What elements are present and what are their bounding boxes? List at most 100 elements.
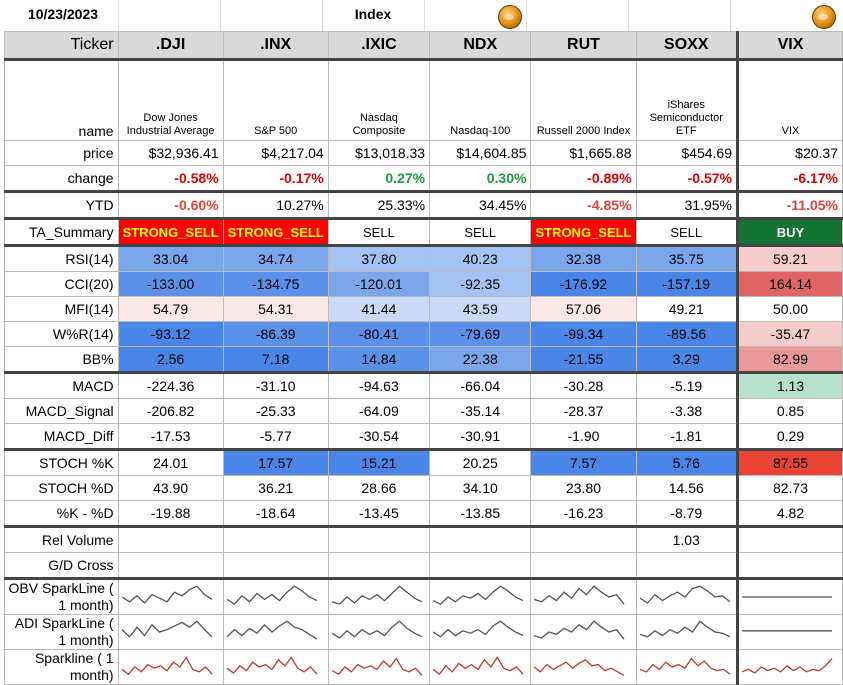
cell-price[interactable]: [736, 649, 843, 685]
cell-cci[interactable]: -176.92: [530, 271, 637, 297]
cell-bb[interactable]: 14.84: [327, 346, 431, 374]
row-label-cci[interactable]: CCI(20): [4, 271, 119, 297]
cell-change[interactable]: 0.27%: [327, 165, 431, 193]
row-label-gd[interactable]: G/D Cross: [4, 552, 119, 580]
row-label-name[interactable]: name: [4, 59, 119, 141]
cell-relvol[interactable]: [429, 526, 532, 553]
cell-macd_diff[interactable]: -5.77: [222, 423, 329, 451]
row-label-wr[interactable]: W%R(14): [4, 321, 119, 347]
row-label-ytd[interactable]: YTD: [4, 191, 119, 220]
cell-mfi[interactable]: 50.00: [736, 296, 843, 322]
cell-wr[interactable]: -35.47: [736, 321, 843, 347]
cell-stochk[interactable]: 87.55: [736, 449, 843, 476]
cell-price[interactable]: $1,665.88: [530, 140, 637, 166]
cell-ytd[interactable]: 31.95%: [635, 191, 739, 220]
cell-bb[interactable]: 22.38: [429, 346, 532, 374]
row-label-ta[interactable]: TA_Summary: [4, 218, 119, 247]
row-label-mfi[interactable]: MFI(14): [4, 296, 119, 322]
cell-kd[interactable]: -19.88: [117, 500, 224, 528]
cell-stochd[interactable]: 36.21: [222, 475, 329, 501]
cell-kd[interactable]: -18.64: [222, 500, 329, 528]
cell-name[interactable]: VIX: [736, 59, 843, 141]
cell-kd[interactable]: -16.23: [530, 500, 637, 528]
cell-bb[interactable]: 2.56: [117, 346, 224, 374]
cell-rsi[interactable]: 59.21: [736, 245, 843, 272]
cell-macd_signal[interactable]: -3.38: [635, 398, 739, 424]
cell-kd[interactable]: 4.82: [736, 500, 843, 528]
cell-ytd[interactable]: 25.33%: [327, 191, 431, 220]
cell-stochk[interactable]: 20.25: [429, 449, 532, 476]
cell-stochk[interactable]: 5.76: [635, 449, 739, 476]
cell-rsi[interactable]: 40.23: [429, 245, 532, 272]
cell-macd_diff[interactable]: -30.54: [327, 423, 431, 451]
row-label-stochd[interactable]: STOCH %D: [4, 475, 119, 501]
cell-bb[interactable]: 82.99: [736, 346, 843, 374]
row-label-macd[interactable]: MACD: [4, 372, 119, 399]
cell-macd[interactable]: 1.13: [736, 372, 843, 399]
cell-stochk[interactable]: 17.57: [222, 449, 329, 476]
row-label-price[interactable]: price: [4, 140, 119, 166]
cell-change[interactable]: -0.57%: [635, 165, 739, 193]
cell-stochd[interactable]: 28.66: [327, 475, 431, 501]
cell-stochk[interactable]: 24.01: [117, 449, 224, 476]
cell-price[interactable]: [117, 649, 224, 685]
cell-ytd[interactable]: -4.85%: [530, 191, 637, 220]
cell-ytd[interactable]: -0.60%: [117, 191, 224, 220]
cell-macd[interactable]: -224.36: [117, 372, 224, 399]
row-label-rsi[interactable]: RSI(14): [4, 245, 119, 272]
cell-name[interactable]: Russell 2000 Index: [530, 59, 637, 141]
cell-macd_signal[interactable]: -35.14: [429, 398, 532, 424]
cell-relvol[interactable]: [222, 526, 329, 553]
cell-adi[interactable]: [429, 614, 532, 650]
cell-price[interactable]: [222, 649, 329, 685]
cell-rsi[interactable]: 32.38: [530, 245, 637, 272]
cell-cci[interactable]: -92.35: [429, 271, 532, 297]
cell-macd_diff[interactable]: -17.53: [117, 423, 224, 451]
cell-rsi[interactable]: 37.80: [327, 245, 431, 272]
cell-ta[interactable]: SELL: [635, 218, 739, 247]
cell-mfi[interactable]: 54.79: [117, 296, 224, 322]
cell-price[interactable]: $454.69: [635, 140, 739, 166]
cell-adi[interactable]: [117, 614, 224, 650]
row-label-stochk[interactable]: STOCH %K: [4, 449, 119, 476]
cell-stochk[interactable]: 15.21: [327, 449, 431, 476]
cell-ta[interactable]: STRONG_SELL: [222, 218, 329, 247]
row-label-relvol[interactable]: Rel Volume: [4, 526, 119, 553]
cell-price[interactable]: [530, 649, 637, 685]
cell-cci[interactable]: -134.75: [222, 271, 329, 297]
cell-gd[interactable]: [117, 552, 224, 580]
cell-obv[interactable]: [117, 578, 224, 615]
cell-gd[interactable]: [736, 552, 843, 580]
cell-obv[interactable]: [429, 578, 532, 615]
cell-ticker[interactable]: .IXIC: [327, 31, 431, 61]
cell-rsi[interactable]: 35.75: [635, 245, 739, 272]
cell-stochd[interactable]: 82.73: [736, 475, 843, 501]
cell-mfi[interactable]: 54.31: [222, 296, 329, 322]
cell-price[interactable]: $20.37: [736, 140, 843, 166]
cell-macd_diff[interactable]: -30.91: [429, 423, 532, 451]
cell-obv[interactable]: [530, 578, 637, 615]
cell-ticker[interactable]: .DJI: [117, 31, 224, 61]
cell-adi[interactable]: [327, 614, 431, 650]
cell-ticker[interactable]: SOXX: [635, 31, 739, 61]
cell-kd[interactable]: -8.79: [635, 500, 739, 528]
cell-mfi[interactable]: 49.21: [635, 296, 739, 322]
cell-macd[interactable]: -30.28: [530, 372, 637, 399]
cell-change[interactable]: -0.89%: [530, 165, 637, 193]
cell-name[interactable]: Nasdaq-100: [429, 59, 532, 141]
cell-name[interactable]: S&P 500: [222, 59, 329, 141]
cell-relvol[interactable]: [530, 526, 637, 553]
cell-obv[interactable]: [736, 578, 843, 615]
cell-name[interactable]: Nasdaq Composite: [327, 59, 431, 141]
cell-adi[interactable]: [222, 614, 329, 650]
cell-rsi[interactable]: 34.74: [222, 245, 329, 272]
cell-relvol[interactable]: [117, 526, 224, 553]
cell-bb[interactable]: -21.55: [530, 346, 637, 374]
cell-macd_signal[interactable]: -25.33: [222, 398, 329, 424]
cell-macd_signal[interactable]: -206.82: [117, 398, 224, 424]
cell-obv[interactable]: [635, 578, 739, 615]
cell-price[interactable]: [327, 649, 431, 685]
cell-cci[interactable]: -157.19: [635, 271, 739, 297]
cell-adi[interactable]: [635, 614, 739, 650]
cell-cci[interactable]: -133.00: [117, 271, 224, 297]
